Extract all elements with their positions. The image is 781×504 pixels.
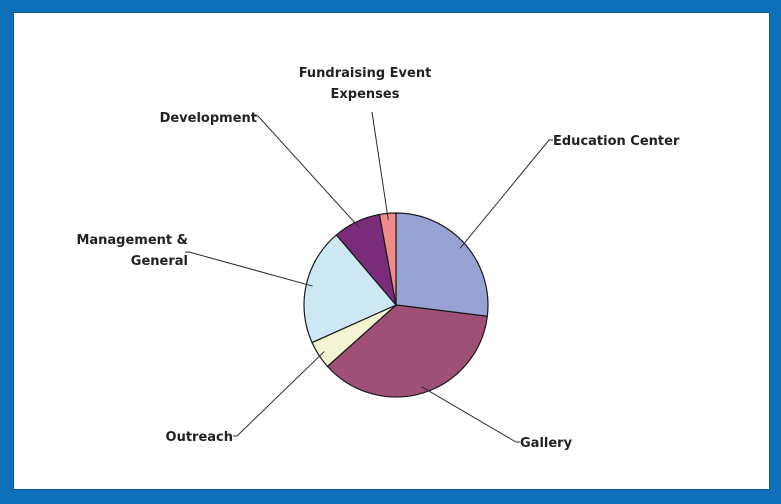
pie-slices <box>303 212 489 398</box>
slice-label-development: Development <box>160 111 257 126</box>
leader-line-development <box>254 115 360 229</box>
leader-line-outreach <box>233 351 325 437</box>
leader-lines <box>185 111 553 443</box>
slice-label-education-center: Education Center <box>553 134 680 149</box>
leader-line-management-and-general <box>185 251 313 287</box>
leader-line-education-center <box>459 139 553 249</box>
slice-label-management-and-general: Management & General <box>76 233 188 269</box>
leader-line-gallery <box>421 386 520 443</box>
slice-label-fundraising-event-expenses: Fundraising Event Expenses <box>299 66 432 102</box>
slice-label-gallery: Gallery <box>520 436 573 451</box>
slice-labels: Education Center Gallery Outreach Managemen… <box>76 66 680 451</box>
pie-slice-gallery <box>326 304 488 398</box>
pie-slice-education-center <box>395 212 489 317</box>
slice-label-outreach: Outreach <box>166 430 233 445</box>
leader-line-fundraising-event-expenses <box>371 111 389 220</box>
